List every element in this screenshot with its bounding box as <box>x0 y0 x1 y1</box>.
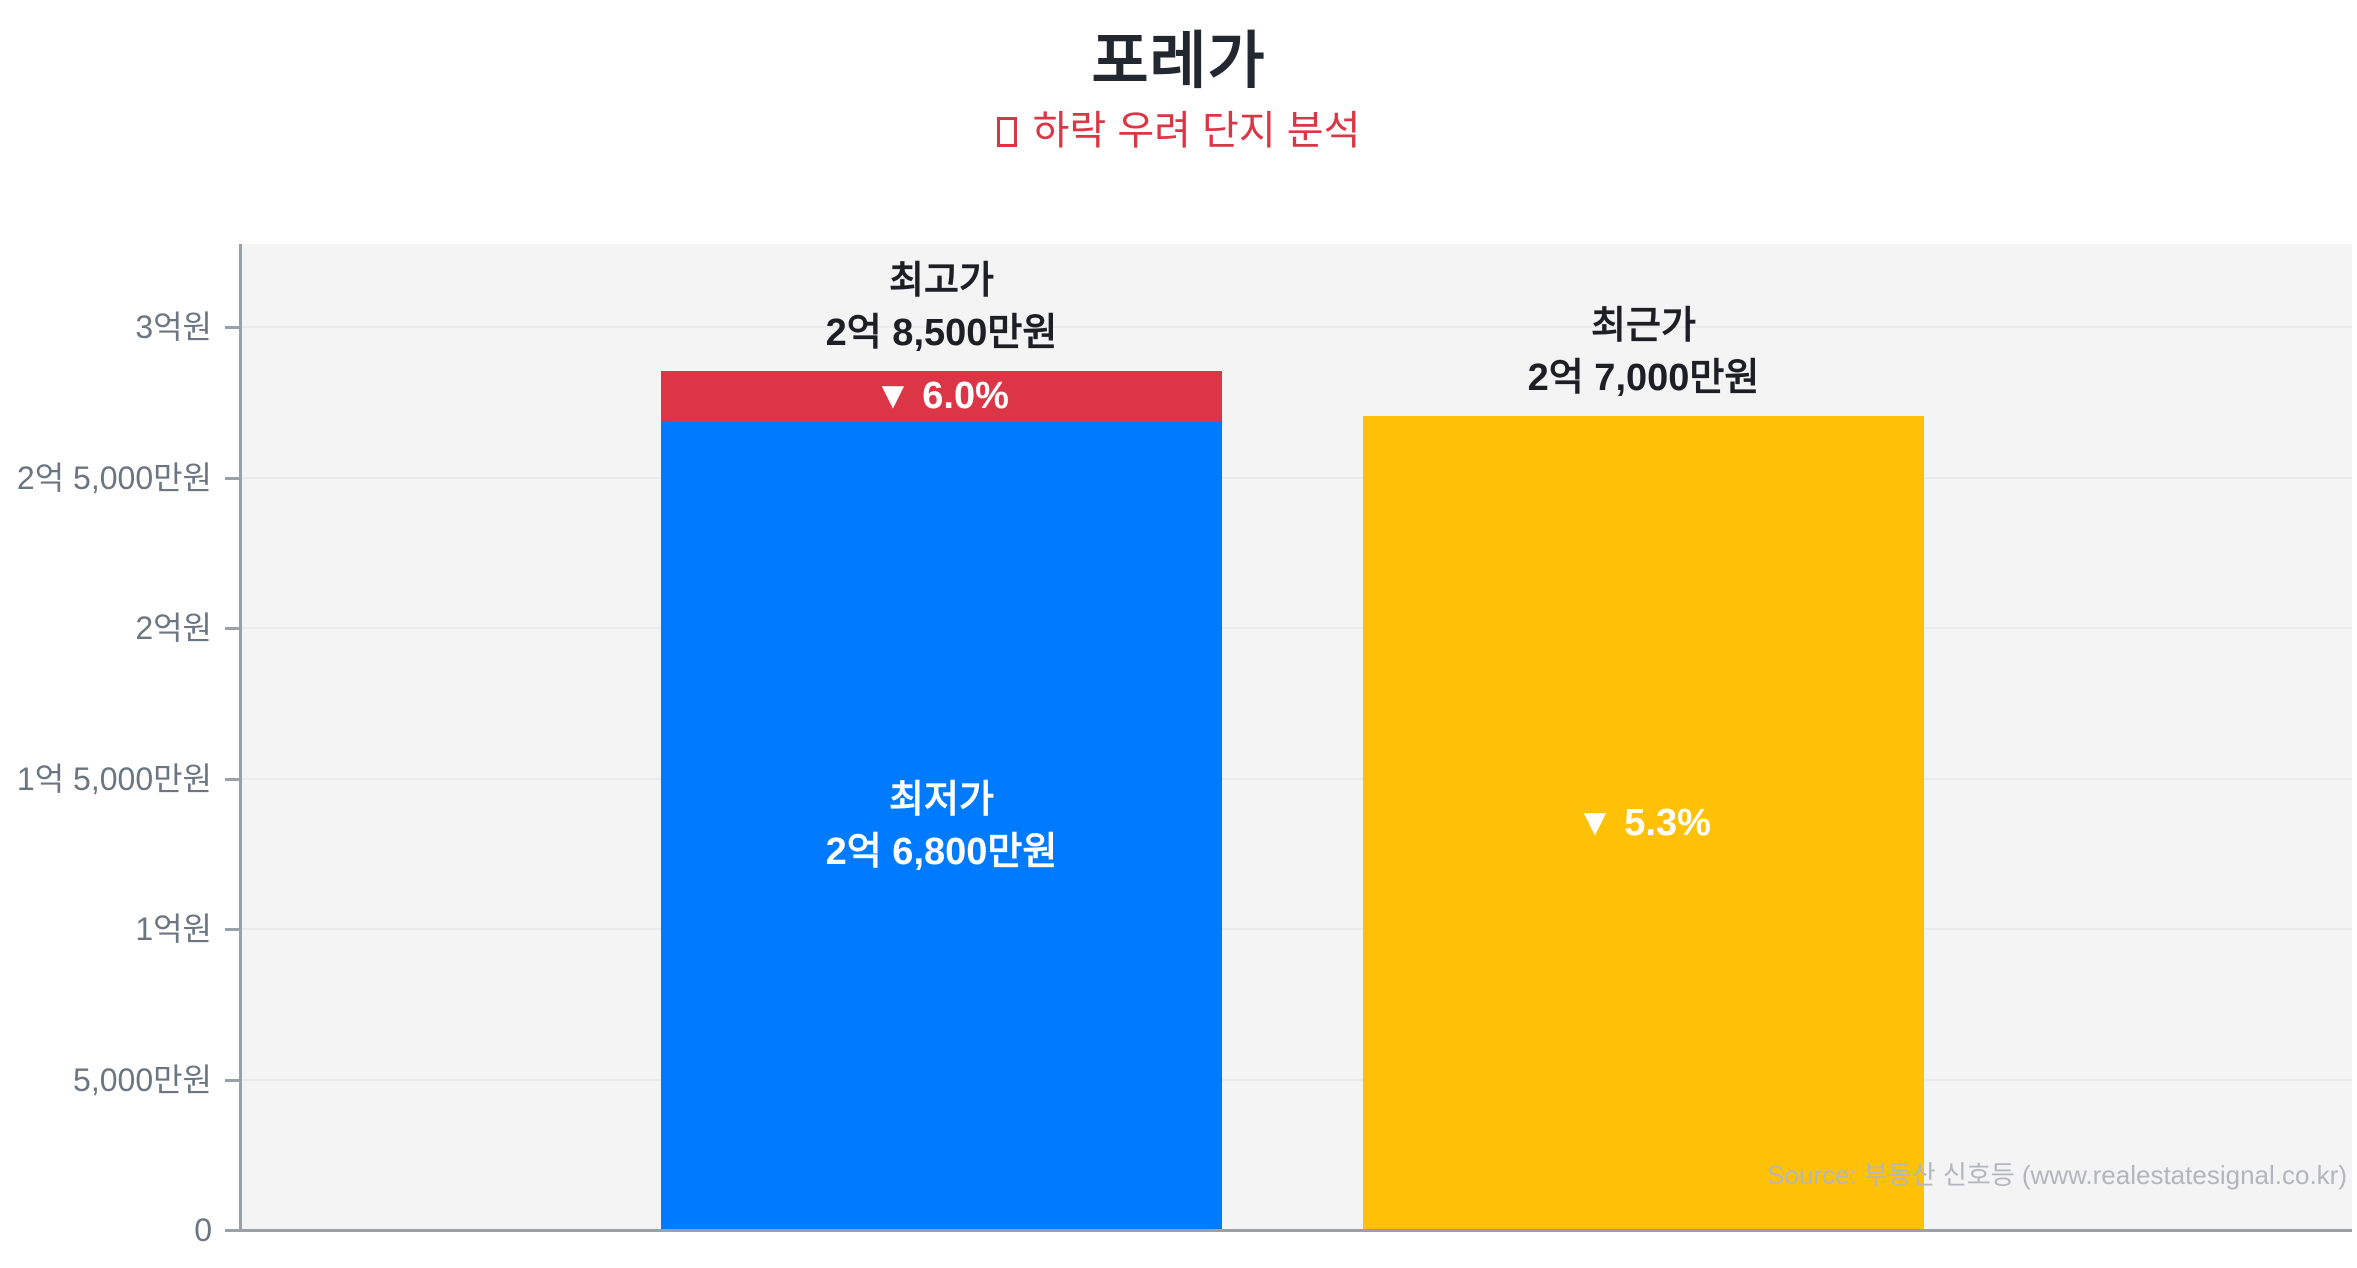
gridline <box>242 778 2352 780</box>
tick-mark <box>225 778 239 781</box>
bar-highest-top-label: 최고가 2억 8,500만원 <box>661 255 1222 359</box>
y-axis-label: 5,000만원 <box>73 1062 212 1098</box>
bar-highest-inner-label-line2: 2억 6,800만원 <box>825 830 1058 873</box>
bar-highest-inner-label: 최저가 2억 6,800만원 <box>661 774 1222 878</box>
page-title: 포레가 <box>1091 27 1266 96</box>
source-credit: Source: 부동산 신호등 (www.realestatesignal.co… <box>1767 1160 2347 1190</box>
tick-mark <box>225 1229 239 1232</box>
bar-highest-inner-label-line1: 최저가 <box>889 778 994 821</box>
page-subtitle-text: 하락 우려 단지 분석 <box>1032 109 1361 153</box>
gridline <box>242 326 2352 328</box>
bar-recent-drop-pct-label: ▼ 5.3% <box>1576 801 1711 844</box>
tick-mark <box>225 477 239 480</box>
y-axis-label: 2억 5,000만원 <box>16 460 212 496</box>
x-axis-line <box>239 1229 2352 1232</box>
gridline <box>242 627 2352 629</box>
bar-highest-top-label-line1: 최고가 <box>889 260 994 303</box>
bar-recent-top-label: 최근가 2억 7,000만원 <box>1363 300 1924 404</box>
gridline <box>242 1079 2352 1081</box>
tick-mark <box>225 627 239 630</box>
tick-mark <box>225 928 239 931</box>
bar-highest-top-label-line2: 2억 8,500만원 <box>825 312 1058 355</box>
bar-recent-top-label-line2: 2억 7,000만원 <box>1527 357 1760 400</box>
tick-mark <box>225 1079 239 1082</box>
bar-recent <box>1363 416 1924 1229</box>
bar-highest-drop-cap: ▼ 6.0% <box>661 371 1222 423</box>
gridline <box>242 477 2352 479</box>
y-axis-label: 1억 5,000만원 <box>16 761 212 797</box>
bar-highest-drop-pct-label: ▼ 6.0% <box>874 375 1009 418</box>
bar-recent-top-label-line1: 최근가 <box>1591 305 1696 348</box>
gridline <box>242 928 2352 930</box>
y-axis-label: 2억원 <box>135 610 212 646</box>
plot-area <box>242 244 2352 1229</box>
y-axis-line <box>239 244 242 1232</box>
bar-highest: ▼ 6.0% <box>661 371 1222 1229</box>
page-subtitle: 하락 우려 단지 분석 <box>0 108 2357 154</box>
y-axis-label: 0 <box>194 1212 212 1248</box>
y-axis-label: 1억원 <box>135 911 212 947</box>
tick-mark <box>225 326 239 329</box>
missing-glyph-box-icon <box>996 117 1017 147</box>
y-axis-label: 3억원 <box>135 309 212 345</box>
